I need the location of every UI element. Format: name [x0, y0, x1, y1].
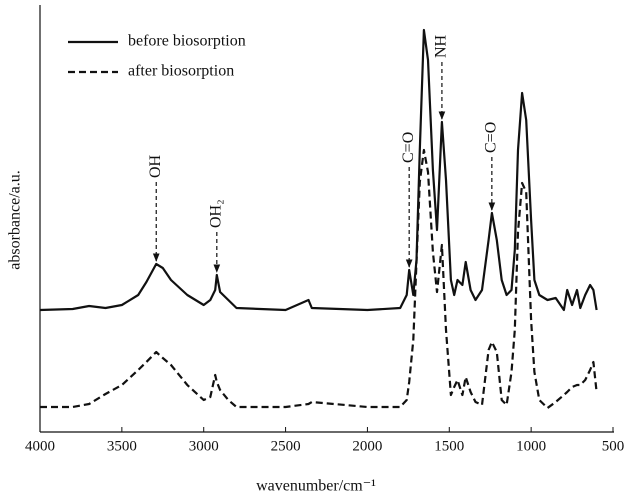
- x-tick-label: 4000: [25, 438, 55, 454]
- legend-label: after biosorption: [128, 63, 234, 80]
- annotation-label: OH: [147, 154, 164, 178]
- line-series: [40, 148, 598, 410]
- annotation-label: C=O: [483, 122, 500, 153]
- line-series: [39, 28, 598, 312]
- x-tick-label: 1500: [434, 438, 464, 454]
- x-axis-label: wavenumber/cm⁻¹: [256, 478, 376, 495]
- x-tick-label: 2500: [271, 438, 301, 454]
- x-tick-label: 3500: [107, 438, 137, 454]
- x-tick-label: 500: [602, 438, 625, 454]
- annotation-label: NH: [433, 34, 450, 58]
- x-tick-label: 1000: [516, 438, 546, 454]
- x-tick-label: 2000: [352, 438, 382, 454]
- x-tick-label: 3000: [189, 438, 219, 454]
- legend-label: before biosorption: [128, 33, 246, 50]
- annotation-label: C=O: [400, 132, 417, 163]
- annotation-label: OH₂: [207, 199, 224, 228]
- y-axis-label: absorbance/a.u.: [7, 170, 24, 270]
